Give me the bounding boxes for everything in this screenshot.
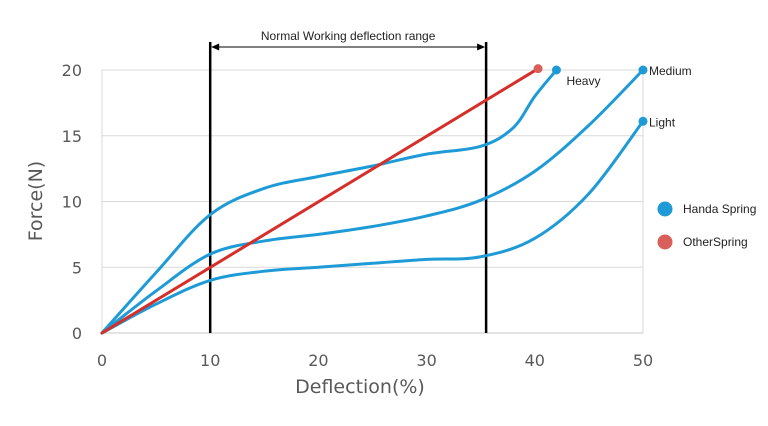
legend-marker (657, 234, 673, 250)
legend: Handa Spring OtherSpring (657, 201, 756, 250)
gridlines (101, 69, 644, 334)
y-tick-labels: 0 5 10 15 20 (62, 61, 82, 343)
y-tick-label: 0 (72, 324, 82, 343)
legend-label: Handa Spring (683, 202, 756, 216)
x-tick-label: 50 (633, 351, 653, 370)
series-label-heavy: Heavy (566, 74, 600, 88)
x-tick-label: 40 (525, 351, 545, 370)
x-tick-labels: 0 10 20 30 40 50 (97, 351, 653, 370)
y-tick-label: 15 (62, 127, 82, 146)
series-label-light: Light (649, 115, 676, 129)
series-line-medium (100, 68, 645, 335)
series-end-marker-light (638, 116, 648, 126)
y-axis-title: Force(N) (25, 161, 47, 241)
x-axis-title: Deflection(%) (295, 376, 425, 398)
series-label-medium: Medium (649, 64, 692, 78)
series-line-otherspring (100, 67, 540, 335)
series-line-light (100, 119, 645, 335)
series-end-marker-otherspring (533, 64, 543, 74)
working-range-annotation: Normal Working deflection range (208, 29, 488, 333)
x-tick-label: 30 (416, 351, 436, 370)
x-tick-label: 10 (200, 351, 220, 370)
range-label: Normal Working deflection range (261, 29, 436, 43)
y-tick-label: 5 (72, 258, 82, 277)
x-tick-label: 20 (308, 351, 328, 370)
y-tick-label: 10 (62, 193, 82, 212)
x-tick-label: 0 (97, 351, 107, 370)
legend-marker (657, 201, 673, 217)
series-end-marker-medium (638, 65, 648, 75)
range-arrow-head-right (477, 43, 486, 51)
series-group: Heavy Medium Light (100, 64, 692, 335)
y-tick-label: 20 (62, 61, 82, 80)
series-line-heavy (100, 68, 558, 335)
legend-label: OtherSpring (683, 235, 748, 249)
range-arrow-head-left (211, 43, 220, 51)
series-end-marker-heavy (551, 65, 561, 75)
